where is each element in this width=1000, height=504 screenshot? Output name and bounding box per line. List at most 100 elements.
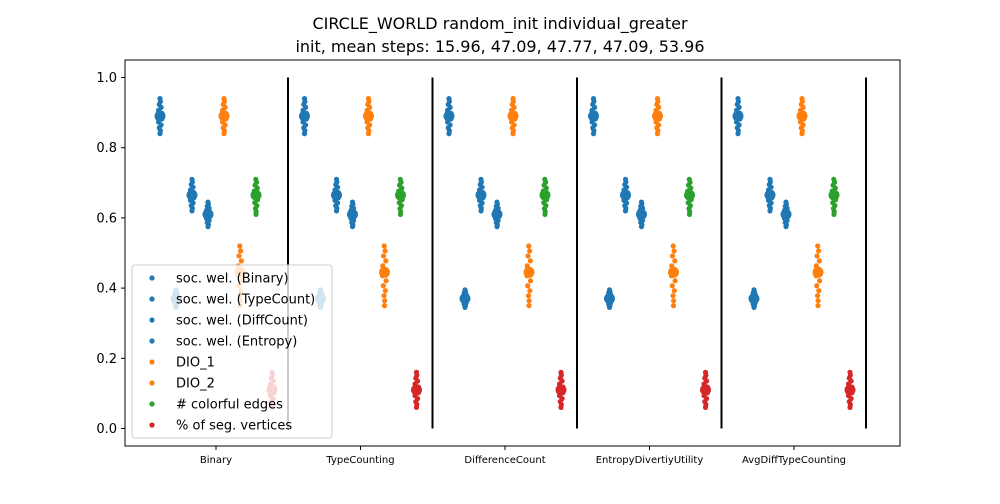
strip-1-4: [363, 96, 374, 137]
strip-point: [382, 288, 388, 294]
strip-mean-point: [218, 110, 230, 122]
strip-4-6: [828, 176, 840, 217]
strip-point: [413, 369, 420, 375]
strip-point: [735, 96, 741, 102]
strip-point: [527, 278, 534, 284]
strip-point: [558, 369, 564, 375]
strip-4-4: [796, 96, 808, 137]
strip-mean-point: [620, 189, 631, 201]
strip-point: [383, 258, 389, 264]
strip-mean-point: [700, 384, 711, 396]
strip-1-7: [411, 369, 422, 410]
strip-point: [816, 288, 822, 294]
strip-point: [383, 278, 389, 284]
x-tick-label: AvgDiffTypeCounting: [742, 455, 846, 466]
strip-mean-point: [507, 110, 519, 122]
strip-1-1: [331, 176, 342, 214]
strip-point: [238, 258, 244, 264]
strip-point: [380, 253, 387, 259]
legend-label: soc. wel. (DiffCount): [176, 314, 308, 329]
strip-mean-point: [186, 189, 198, 201]
strip-point: [670, 243, 676, 249]
legend: soc. wel. (Binary) soc. wel. (TypeCount) s…: [131, 264, 333, 439]
strip-point: [205, 199, 211, 205]
strip-point: [590, 96, 597, 102]
strip-2-5: [523, 243, 535, 309]
strip-point: [397, 176, 403, 182]
strip-point: [349, 199, 356, 205]
strip-mean-point: [684, 189, 695, 201]
strip-point: [767, 176, 773, 182]
y-tick-label: 0.2: [96, 352, 117, 367]
strip-point: [526, 243, 532, 249]
x-tick-label: TypeCounting: [325, 455, 394, 466]
strip-mean-point: [379, 266, 390, 278]
strip-point: [669, 283, 675, 289]
strip-mean-point: [828, 189, 840, 201]
strip-mean-point: [250, 189, 262, 201]
y-tick-label: 0.8: [96, 141, 117, 156]
legend-label: DIO_1: [176, 356, 215, 371]
strip-4-1: [764, 176, 776, 214]
strip-2-2: [491, 199, 503, 230]
strip-point: [654, 96, 661, 102]
strip-point: [671, 298, 677, 304]
strip-mean-point: [539, 189, 551, 201]
y-tick-label: 1.0: [96, 71, 117, 86]
x-tick-label: EntropyDivertiyUtility: [596, 455, 704, 466]
legend-marker: [149, 359, 155, 365]
group-separators: [287, 77, 867, 429]
strip-mean-point: [411, 384, 422, 396]
strip-mean-point: [668, 266, 679, 278]
strip-3-1: [620, 176, 631, 214]
strip-point: [814, 283, 820, 289]
strip-point: [672, 278, 678, 284]
x-tick-label: DifferenceCount: [464, 455, 545, 466]
strip-4-2: [780, 199, 792, 230]
strip-mean-point: [555, 384, 567, 396]
chart-title-line-2: init, mean steps: 15.96, 47.09, 47.77, 4…: [295, 37, 705, 56]
strip-point: [638, 199, 645, 205]
chart-title-line-1: CIRCLE_WORLD random_init individual_grea…: [312, 14, 688, 33]
strip-point: [380, 283, 386, 289]
strip-point: [333, 176, 340, 182]
strip-point: [527, 258, 533, 264]
strip-mean-point: [764, 189, 776, 201]
strip-0-2: [202, 199, 214, 230]
strip-point: [527, 288, 533, 294]
strip-3-3: [604, 287, 615, 310]
legend-label: DIO_2: [176, 377, 215, 392]
strip-4-7: [844, 369, 856, 410]
strip-0-0: [154, 96, 166, 137]
strip-point: [382, 248, 388, 254]
legend-label: soc. wel. (TypeCount): [176, 293, 315, 308]
legend-label: soc. wel. (Binary): [176, 272, 289, 287]
plot-frame: [124, 59, 901, 447]
strip-3-7: [700, 369, 711, 410]
x-tick-label: Binary: [200, 455, 232, 466]
strip-point: [221, 96, 227, 102]
strip-point: [238, 248, 244, 254]
strip-point: [189, 176, 195, 182]
strip-point: [494, 199, 500, 205]
strip-mean-point: [604, 293, 615, 305]
strip-2-7: [555, 369, 567, 410]
strip-2-3: [459, 287, 471, 310]
strip-point: [526, 298, 532, 304]
strip-mean-point: [780, 208, 792, 220]
strip-2-0: [443, 96, 455, 137]
strip-0-4: [218, 96, 230, 137]
strip-point: [237, 243, 243, 249]
legend-marker: [149, 275, 155, 281]
strip-point: [525, 283, 531, 289]
y-tick-label: 0.6: [96, 211, 117, 226]
strip-point: [527, 248, 533, 254]
y-tick-label: 0.0: [96, 422, 117, 437]
strip-point: [671, 248, 677, 254]
strip-point: [462, 287, 468, 293]
strip-3-2: [636, 199, 647, 230]
strip-point: [751, 287, 757, 293]
strip-mean-point: [523, 266, 535, 278]
strip-mean-point: [796, 110, 808, 122]
strip-point: [526, 303, 532, 309]
